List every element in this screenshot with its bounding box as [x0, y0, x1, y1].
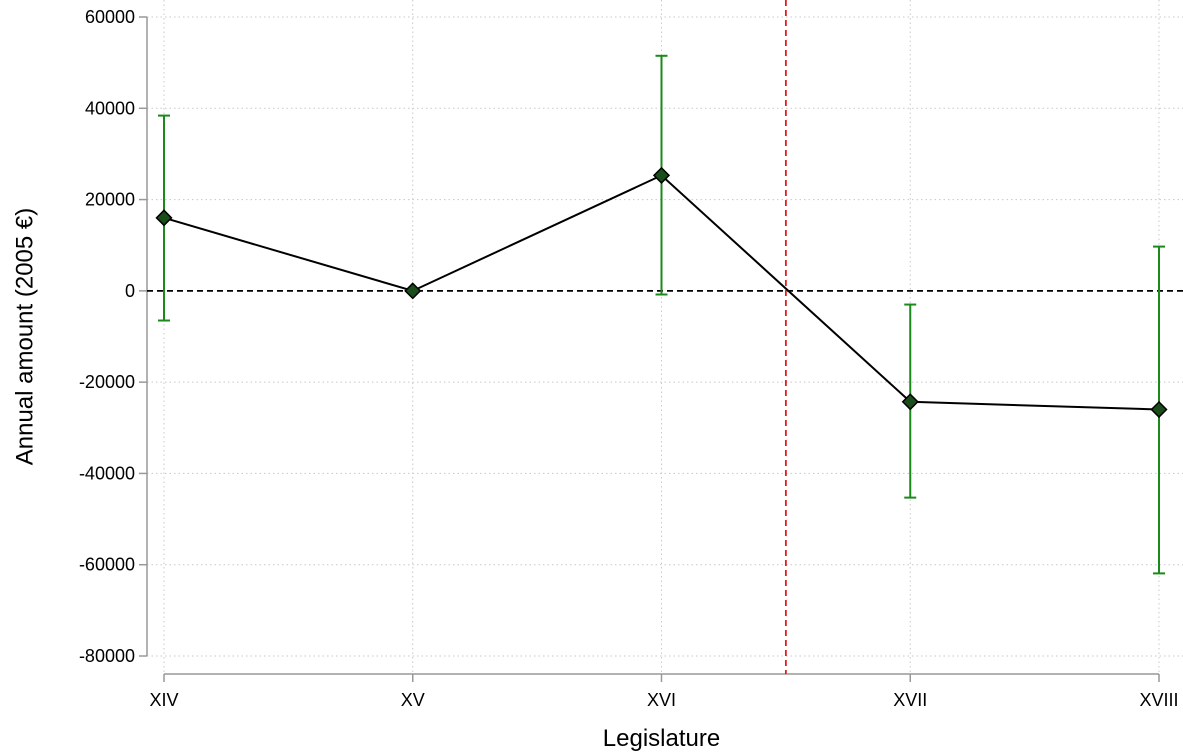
- data-point: [155, 209, 173, 227]
- y-tick-label: -60000: [79, 555, 135, 575]
- tick-labels: -80000 -60000 -40000 -20000 0 20000 40000 60000…: [79, 7, 1179, 710]
- y-tick-label: -20000: [79, 372, 135, 392]
- x-tick-label: XIV: [149, 690, 178, 710]
- x-tick-label: XVIII: [1139, 690, 1178, 710]
- y-tick-label: 60000: [85, 7, 135, 27]
- x-tick-label: XVII: [893, 690, 927, 710]
- x-axis-title: Legislature: [603, 725, 720, 752]
- y-axis-title: Annual amount (2005 €): [11, 208, 38, 466]
- x-tick-label: XVI: [647, 690, 676, 710]
- data-point: [404, 282, 422, 300]
- axes: [139, 16, 1160, 682]
- data-point: [901, 393, 919, 411]
- y-tick-label: -40000: [79, 463, 135, 483]
- reference-lines: [147, 0, 1183, 674]
- x-tick-label: XV: [401, 690, 425, 710]
- data-markers: [155, 166, 1168, 419]
- y-tick-label: 0: [125, 281, 135, 301]
- data-point: [652, 166, 671, 184]
- grid-lines: [147, 0, 1183, 674]
- y-tick-label: 20000: [85, 190, 135, 210]
- y-tick-label: -80000: [79, 646, 135, 666]
- y-tick-label: 40000: [85, 98, 135, 118]
- data-point: [1150, 400, 1168, 419]
